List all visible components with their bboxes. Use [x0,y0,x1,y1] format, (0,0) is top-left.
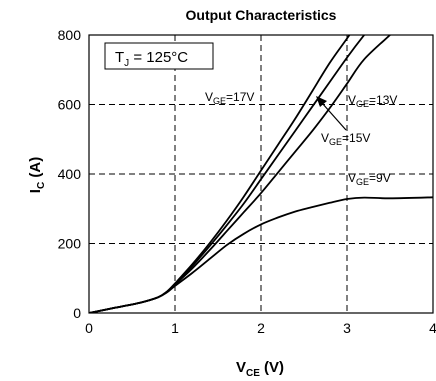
chart-title: Output Characteristics [186,7,337,23]
series-label-vge17: VGE=17V [205,90,254,106]
x-tick-label: 4 [429,320,436,336]
x-tick-label: 1 [171,320,179,336]
y-tick-label: 400 [58,166,82,182]
x-tick-label: 2 [257,320,265,336]
series-label-vge9: VGE=9V [348,171,391,187]
y-tick-label: 600 [58,97,82,113]
series-label-vge15: VGE=15V [321,131,370,147]
x-axis-label: VCE (V) [236,359,284,379]
y-tick-label: 200 [58,236,82,252]
y-axis-label: IC (A) [27,157,47,193]
series-label-vge13: VGE=13V [348,93,397,109]
y-tick-label: 0 [73,305,81,321]
tj-annotation: TJ = 125°C [105,43,213,69]
x-tick-label: 3 [343,320,351,336]
vge15-pointer-arrow [316,96,346,130]
x-tick-label: 0 [85,320,93,336]
y-tick-label: 800 [58,27,82,43]
